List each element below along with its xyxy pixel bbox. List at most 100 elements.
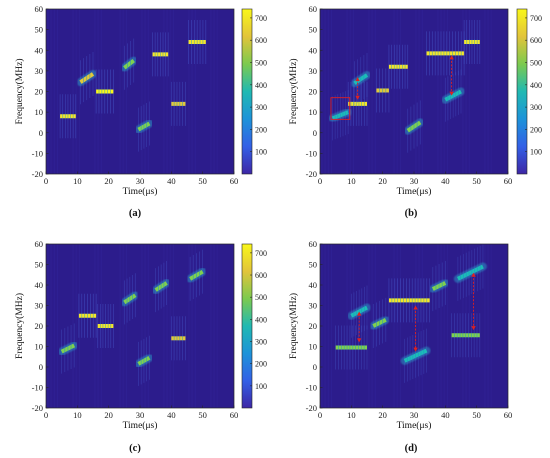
signal-segment bbox=[57, 323, 79, 374]
x-tick-label: 10 bbox=[347, 176, 356, 186]
annotation-double-arrow bbox=[471, 272, 476, 331]
colorbar-tick-label: 300 bbox=[255, 103, 267, 112]
colorbar-gradient bbox=[516, 8, 528, 175]
x-tick-label: 50 bbox=[472, 410, 481, 420]
x-tick-label: 10 bbox=[73, 176, 82, 186]
colorbar: 100 200 300 400 500 600 700 bbox=[241, 8, 267, 175]
annotation-double-arrow bbox=[413, 305, 418, 352]
colorbar: 100 200 300 400 500 600 700 bbox=[516, 8, 542, 175]
x-tick-label: 60 bbox=[504, 176, 513, 186]
y-tick-label: 40 bbox=[35, 280, 44, 290]
colorbar-tick-label: 700 bbox=[530, 14, 542, 23]
y-tick-label: 30 bbox=[309, 301, 318, 311]
colorbar-tick-label: 400 bbox=[255, 81, 267, 90]
signal-segment bbox=[441, 69, 465, 122]
y-axis-label: Frequency(MHz) bbox=[14, 293, 25, 359]
y-tick-label: -20 bbox=[306, 403, 317, 413]
x-tick-label: 30 bbox=[136, 176, 145, 186]
colorbar-tick-label: 200 bbox=[530, 125, 542, 134]
signal-segment bbox=[186, 249, 207, 301]
x-tick-label: 40 bbox=[441, 176, 450, 186]
annotation-double-arrow bbox=[355, 77, 360, 100]
x-tick-label: 0 bbox=[44, 176, 48, 186]
x-axis-label: Time(μs) bbox=[123, 186, 158, 197]
panel-a: 0 10 20 30 40 50 60 -20 -10 0 10 20 30 40 50 60 Time(μs)… bbox=[14, 4, 267, 219]
y-tick-label: 10 bbox=[309, 342, 318, 352]
y-tick-label: 60 bbox=[35, 239, 44, 249]
signal-segment bbox=[134, 101, 154, 152]
x-tick-label: 60 bbox=[504, 410, 513, 420]
signal-segment bbox=[92, 69, 118, 114]
colorbar-tick-label: 400 bbox=[530, 81, 542, 90]
y-axis-label: Frequency(MHz) bbox=[288, 293, 299, 359]
colorbar-tick-label: 700 bbox=[255, 249, 267, 258]
segment-core bbox=[123, 58, 135, 70]
spectrogram-content bbox=[47, 9, 218, 174]
signal-segment bbox=[167, 316, 190, 361]
x-tick-label: 0 bbox=[318, 410, 322, 420]
colorbar-tick-label: 200 bbox=[255, 125, 267, 134]
panel-c: 0 10 20 30 40 50 60 -20 -10 0 10 20 30 40 50 60 Time(μs)… bbox=[14, 239, 267, 454]
y-tick-label: 10 bbox=[309, 107, 318, 117]
y-tick-label: 60 bbox=[309, 4, 318, 14]
y-tick-label: -10 bbox=[306, 383, 317, 393]
x-tick-label: 60 bbox=[230, 410, 239, 420]
signal-segment bbox=[384, 278, 434, 323]
spectrogram-content bbox=[321, 9, 492, 174]
signal-segment bbox=[460, 20, 484, 64]
plot-background bbox=[46, 9, 234, 174]
y-tick-label: 20 bbox=[309, 321, 318, 331]
signal-segment bbox=[347, 285, 371, 338]
y-axis-label: Frequency(MHz) bbox=[14, 59, 25, 125]
panel-label: (b) bbox=[405, 208, 418, 219]
y-tick-label: 50 bbox=[309, 260, 318, 270]
signal-segment bbox=[120, 273, 140, 325]
colorbar-tick-label: 300 bbox=[255, 338, 267, 347]
y-tick-label: -20 bbox=[32, 403, 43, 413]
colorbar-tick-label: 200 bbox=[255, 360, 267, 369]
y-tick-label: 60 bbox=[309, 239, 318, 249]
panel-label: (d) bbox=[405, 443, 418, 454]
signal-segment bbox=[148, 32, 173, 77]
x-tick-label: 50 bbox=[472, 176, 481, 186]
colorbar: 100 200 300 400 500 600 700 bbox=[241, 243, 267, 409]
panel-label: (a) bbox=[129, 208, 142, 219]
y-tick-label: 20 bbox=[35, 87, 44, 97]
colorbar-tick-label: 600 bbox=[255, 271, 267, 280]
signal-segment bbox=[328, 90, 353, 141]
colorbar-tick-label: 700 bbox=[255, 14, 267, 23]
y-tick-label: 30 bbox=[309, 66, 318, 76]
plot-background bbox=[320, 9, 508, 174]
x-tick-label: 20 bbox=[104, 176, 113, 186]
y-tick-label: 30 bbox=[35, 301, 44, 311]
colorbar-tick-label: 500 bbox=[255, 293, 267, 302]
signal-segment bbox=[369, 297, 390, 348]
x-tick-label: 40 bbox=[167, 176, 176, 186]
x-tick-label: 30 bbox=[410, 176, 419, 186]
y-tick-label: 30 bbox=[35, 66, 44, 76]
x-tick-label: 30 bbox=[136, 410, 145, 420]
signal-segment bbox=[344, 81, 371, 126]
x-tick-label: 50 bbox=[198, 410, 207, 420]
signal-segment bbox=[167, 81, 190, 126]
y-tick-label: 40 bbox=[35, 45, 44, 55]
y-tick-label: 60 bbox=[35, 4, 44, 14]
colorbar-tick-label: 600 bbox=[255, 36, 267, 45]
colorbar-tick-label: 100 bbox=[255, 382, 267, 391]
spectrogram-content bbox=[47, 244, 218, 408]
y-tick-label: -20 bbox=[32, 169, 43, 179]
x-tick-label: 30 bbox=[410, 410, 419, 420]
signal-segment bbox=[120, 38, 138, 90]
colorbar-tick-label: 400 bbox=[255, 315, 267, 324]
y-tick-label: 20 bbox=[309, 87, 318, 97]
x-tick-label: 60 bbox=[230, 176, 239, 186]
y-axis-label: Frequency(MHz) bbox=[288, 59, 299, 125]
signal-segment bbox=[384, 44, 412, 89]
y-tick-label: -10 bbox=[32, 148, 43, 158]
x-axis-label: Time(μs) bbox=[397, 186, 432, 197]
signal-segment bbox=[403, 100, 425, 153]
y-tick-label: 40 bbox=[309, 45, 318, 55]
panel-label: (c) bbox=[129, 443, 141, 454]
x-tick-label: 0 bbox=[318, 176, 322, 186]
